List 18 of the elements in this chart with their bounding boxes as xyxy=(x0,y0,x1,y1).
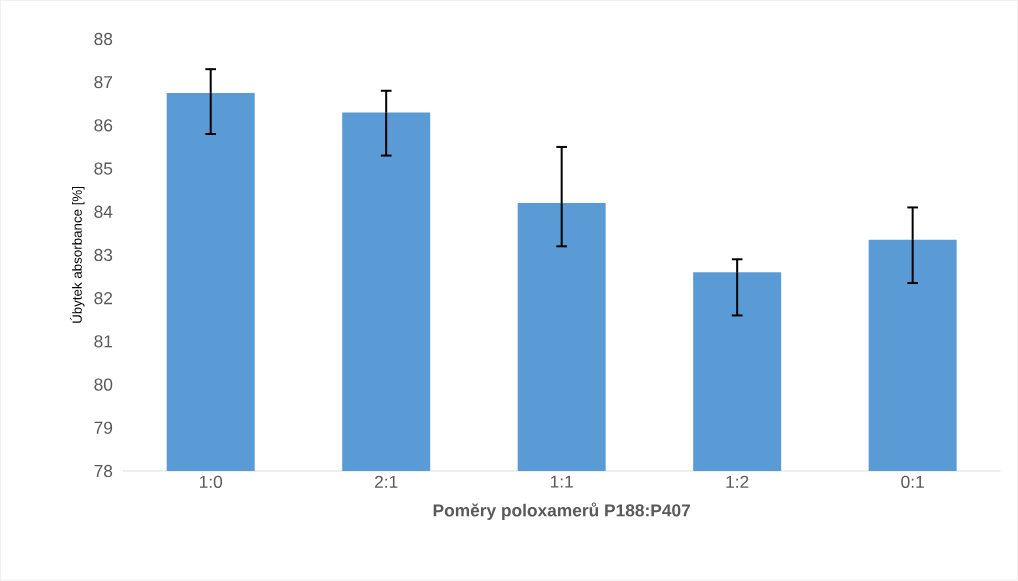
y-tick-label: 88 xyxy=(94,32,113,46)
y-tick-label: 86 xyxy=(94,119,113,132)
y-tick-label: 85 xyxy=(94,162,113,175)
y-tick-label: 80 xyxy=(94,378,113,391)
y-tick-label: 87 xyxy=(94,76,113,89)
y-tick-label: 83 xyxy=(94,249,113,262)
y-tick-label: 78 xyxy=(94,465,113,478)
x-tick-label: 0:1 xyxy=(901,475,924,489)
y-tick-label: 79 xyxy=(94,421,113,435)
x-tick-label: 1:1 xyxy=(550,475,573,488)
x-axis-title: Poměry poloxamerů P188:P407 xyxy=(433,502,690,521)
y-tick-label: 82 xyxy=(94,292,113,305)
x-tick-label: 1:0 xyxy=(199,475,223,489)
x-tick-label: 1:2 xyxy=(726,475,749,488)
x-tick-label: 2:1 xyxy=(375,475,398,488)
y-axis-title: Úbytek absorbance [%] xyxy=(70,187,85,324)
y-tick-label: 84 xyxy=(94,205,113,219)
y-tick-label: 81 xyxy=(94,335,113,348)
